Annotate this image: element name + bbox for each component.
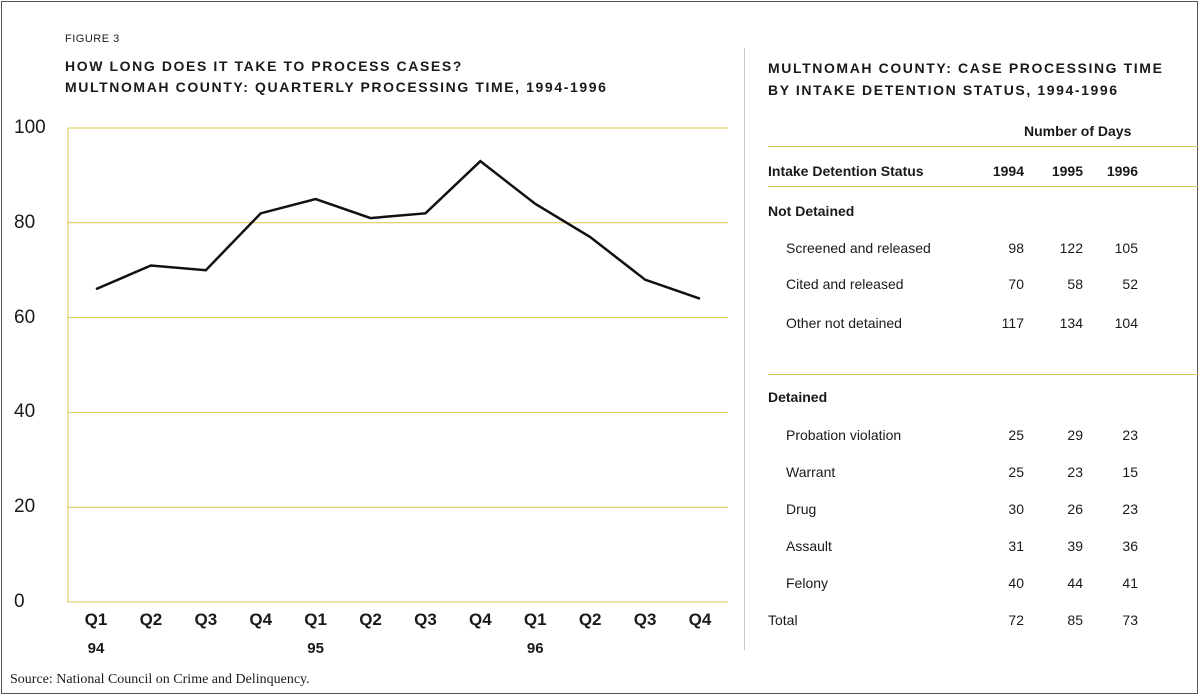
y-tick-label: 0	[14, 591, 25, 612]
col-header-status: Intake Detention Status	[768, 163, 924, 179]
x-year-label: 94	[87, 640, 105, 657]
cell-1996: 15	[1122, 464, 1138, 480]
source-note: Source: National Council on Crime and De…	[10, 672, 310, 687]
x-year-label: 95	[307, 640, 324, 657]
group-label-not-detained: Not Detained	[768, 203, 855, 219]
y-tick-label: 40	[14, 401, 36, 423]
row-label: Screened and released	[786, 240, 931, 256]
x-tick-label: Q4	[249, 610, 273, 629]
chart-title-line2: MULTNOMAH COUNTY: QUARTERLY PROCESSING T…	[65, 79, 608, 95]
cell-1996: 36	[1122, 538, 1138, 554]
cell-1995: 134	[1059, 315, 1083, 331]
y-tick-label: 100	[14, 117, 46, 138]
row-label: Felony	[786, 575, 829, 591]
cell-1994: 117	[1001, 315, 1024, 331]
table-super-header: Number of Days	[1024, 123, 1132, 139]
panel-divider	[744, 48, 745, 650]
cell-1994: 25	[1008, 464, 1024, 480]
group-divider-rule	[768, 374, 1198, 375]
x-tick-label: Q3	[194, 610, 218, 629]
col-header-1995: 1995	[1051, 163, 1083, 179]
cell-1995: 44	[1067, 575, 1083, 591]
cell-1995: 23	[1067, 464, 1083, 480]
row-label: Drug	[786, 501, 817, 517]
cell-1996: 104	[1114, 315, 1138, 331]
cell-1996: 41	[1122, 575, 1138, 591]
cell-1994: 30	[1008, 501, 1024, 517]
cell-1995: 26	[1067, 501, 1083, 517]
chart-title-line1: HOW LONG DOES IT TAKE TO PROCESS CASES?	[65, 58, 463, 74]
row-label: Warrant	[786, 464, 836, 480]
y-tick-label: 60	[14, 306, 36, 328]
cell-1996: 23	[1122, 501, 1138, 517]
cell-1996: 23	[1122, 427, 1138, 443]
figure-label: FIGURE 3	[65, 33, 120, 45]
cell-1995: 29	[1067, 427, 1083, 443]
row-label: Probation violation	[786, 427, 902, 443]
total-1994: 72	[1008, 612, 1024, 628]
header-bottom-rule	[768, 186, 1198, 187]
series-line	[95, 159, 701, 300]
table-title-line1: MULTNOMAH COUNTY: CASE PROCESSING TIME	[768, 60, 1164, 76]
x-tick-label: Q3	[414, 610, 437, 629]
cell-1995: 122	[1059, 240, 1083, 256]
group-label-detained: Detained	[768, 389, 828, 405]
row-label: Other not detained	[786, 315, 902, 331]
row-label: Assault	[786, 538, 832, 554]
total-1995: 85	[1067, 612, 1083, 628]
col-header-1996: 1996	[1106, 163, 1138, 179]
cell-1996: 52	[1122, 276, 1138, 292]
cell-1994: 98	[1008, 240, 1024, 256]
cell-1995: 58	[1067, 276, 1083, 292]
x-tick-label: Q2	[359, 610, 382, 629]
x-tick-label: Q4	[688, 610, 712, 629]
total-label: Total	[768, 612, 798, 628]
x-tick-label: Q1	[523, 610, 547, 629]
x-tick-label: Q3	[633, 610, 657, 629]
cell-1994: 70	[1008, 276, 1024, 292]
x-year-label: 96	[526, 640, 544, 657]
col-header-1994: 1994	[992, 163, 1024, 179]
x-tick-label: Q2	[578, 610, 602, 629]
total-1996: 73	[1122, 612, 1138, 628]
cell-1994: 25	[1008, 427, 1024, 443]
header-top-rule	[768, 146, 1198, 147]
y-tick-label: 20	[14, 496, 36, 518]
x-tick-label: Q2	[139, 610, 163, 629]
cell-1995: 39	[1067, 538, 1083, 554]
cell-1996: 105	[1114, 240, 1138, 256]
x-tick-label: Q1	[84, 610, 108, 629]
x-tick-label: Q4	[469, 610, 492, 629]
y-tick-label: 80	[14, 211, 36, 233]
row-label: Cited and released	[786, 276, 904, 292]
cell-1994: 40	[1008, 575, 1024, 591]
cell-1994: 31	[1008, 538, 1024, 554]
table-title-line2: BY INTAKE DETENTION STATUS, 1994-1996	[768, 82, 1119, 98]
x-tick-label: Q1	[304, 610, 327, 629]
